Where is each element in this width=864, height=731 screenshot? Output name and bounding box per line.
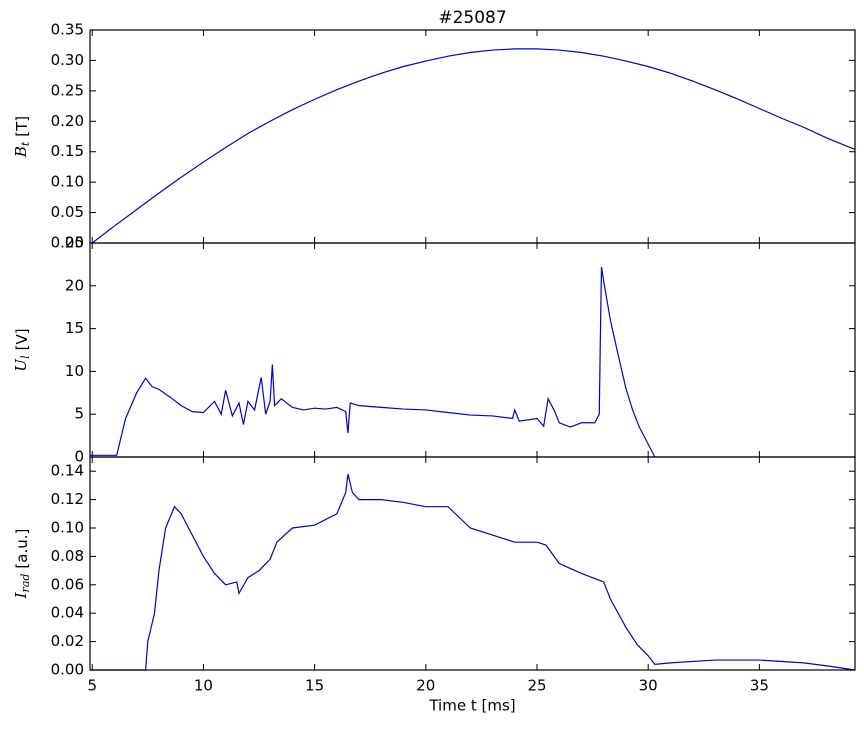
line-series: [90, 473, 856, 671]
y-tick-label: 15: [65, 319, 84, 337]
y-axis-label: Bt [T]: [12, 116, 32, 158]
axes-frame: [89, 29, 856, 244]
y-axis-label: Ul [V]: [12, 328, 32, 371]
y-axis-label: Irad [a.u.]: [12, 529, 32, 600]
y-tick-label: 20: [65, 276, 84, 294]
y-tick-label: 5: [74, 405, 84, 423]
y-tick-label: 0: [74, 448, 84, 466]
x-tick-label: 10: [194, 677, 213, 695]
y-label-symbol: I: [12, 591, 30, 599]
y-tick-label: 0.35: [51, 21, 84, 39]
y-label-symbol: B: [12, 146, 30, 158]
y-tick-label: 0.00: [51, 234, 84, 252]
y-tick-label: 0.04: [51, 604, 84, 622]
y-tick-label: 25: [65, 234, 84, 252]
y-label-unit: [a.u.]: [13, 529, 31, 569]
x-tick-label: 20: [416, 677, 435, 695]
x-tick-label: 30: [639, 677, 658, 695]
y-label-subscript: rad: [19, 574, 32, 593]
y-tick-label: 0.12: [51, 490, 84, 508]
x-tick-label: 25: [527, 677, 546, 695]
y-tick-label: 0.14: [51, 462, 84, 480]
y-tick-label: 0.08: [51, 547, 84, 565]
x-tick-label: 35: [750, 677, 769, 695]
line-series: [91, 48, 856, 244]
y-label-unit: [T]: [13, 116, 31, 137]
y-label-symbol: U: [12, 358, 30, 372]
line-series: [90, 266, 656, 458]
chart-title: #25087: [438, 8, 506, 28]
axes-frame: [89, 242, 856, 458]
y-label-unit: [V]: [13, 328, 31, 350]
y-label-subscript: t: [19, 141, 32, 146]
y-tick-label: 0.30: [51, 51, 84, 69]
axes-frame: [89, 456, 856, 671]
y-tick-label: 0.10: [51, 519, 84, 537]
y-tick-label: 0.25: [51, 81, 84, 99]
y-label-subscript: l: [19, 355, 32, 359]
x-axis-label: Time t [ms]: [428, 697, 515, 715]
y-tick-label: 0.05: [51, 203, 84, 221]
y-tick-label: 0.00: [51, 661, 84, 679]
y-tick-label: 10: [65, 362, 84, 380]
x-tick-label: 15: [305, 677, 324, 695]
y-tick-label: 0.02: [51, 632, 84, 650]
y-tick-label: 0.06: [51, 575, 84, 593]
y-tick-label: 0.10: [51, 173, 84, 191]
y-tick-label: 0.20: [51, 112, 84, 130]
y-tick-label: 0.15: [51, 142, 84, 160]
x-tick-label: 5: [87, 677, 97, 695]
